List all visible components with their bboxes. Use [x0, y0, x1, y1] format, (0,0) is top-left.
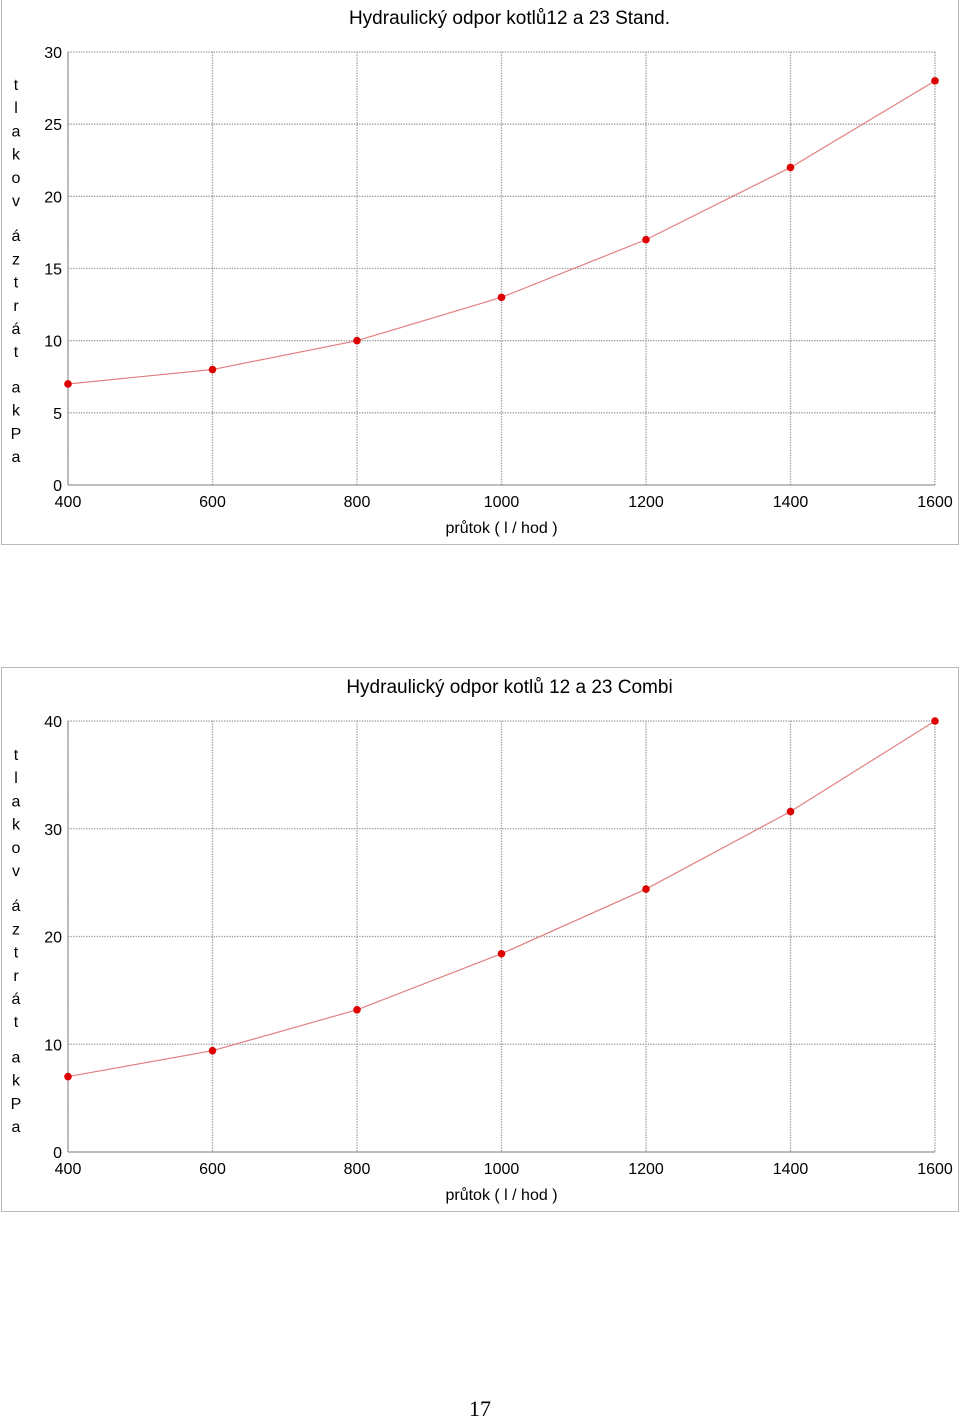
y-axis-label-char: a — [12, 793, 21, 810]
x-tick-label: 1000 — [484, 494, 520, 511]
y-tick-label: 25 — [44, 117, 62, 134]
data-point — [497, 949, 506, 958]
y-axis-label-char: á — [12, 991, 21, 1008]
y-axis-label-char: a — [12, 449, 21, 466]
y-tick-label: 30 — [44, 45, 62, 62]
y-tick-label: 20 — [44, 930, 62, 947]
y-axis-label-char: t — [14, 77, 19, 94]
y-axis-label-char: á — [12, 321, 21, 338]
x-tick-label: 600 — [199, 1161, 226, 1178]
x-axis-label: průtok ( l / hod ) — [445, 519, 557, 537]
data-point — [931, 717, 939, 725]
y-tick-label: 20 — [44, 189, 62, 206]
data-point — [497, 293, 506, 302]
chart-combi-svg: Hydraulický odpor kotlů 12 a 23 Combi400… — [11, 677, 953, 1204]
x-tick-label: 600 — [199, 494, 226, 511]
chart-combi: Hydraulický odpor kotlů 12 a 23 Combi 400… — [1, 667, 959, 1212]
y-axis-label-char: v — [12, 863, 20, 880]
y-axis-label-char: t — [14, 344, 19, 361]
x-tick-label: 400 — [55, 1161, 82, 1178]
y-axis-label-char: z — [12, 921, 20, 938]
x-tick-label: 1600 — [917, 1161, 953, 1178]
y-axis-label-char: a — [12, 1049, 21, 1066]
x-tick-label: 1200 — [628, 494, 664, 511]
data-point — [353, 336, 361, 345]
chart-title: Hydraulický odpor kotlů 12 a 23 Combi — [346, 677, 672, 698]
data-point — [931, 77, 939, 85]
y-axis-label-char: v — [12, 193, 20, 210]
y-axis-label-char: a — [12, 123, 21, 140]
data-point — [642, 235, 650, 244]
x-tick-label: 1600 — [917, 494, 953, 511]
y-tick-label: 30 — [44, 822, 62, 839]
y-axis-label-char: o — [12, 170, 21, 187]
y-tick-label: 10 — [44, 334, 62, 351]
y-axis-label-char: k — [12, 147, 21, 164]
x-tick-label: 1400 — [773, 494, 809, 511]
data-point — [786, 807, 795, 816]
x-axis-label: průtok ( l / hod ) — [445, 1186, 557, 1204]
y-tick-label: 15 — [44, 262, 62, 279]
data-point — [642, 885, 650, 893]
y-axis-label-char: k — [12, 403, 21, 420]
data-point — [208, 365, 217, 374]
y-axis-label-char: l — [14, 770, 18, 787]
data-point — [208, 1046, 217, 1055]
x-tick-label: 400 — [55, 494, 82, 511]
chart-standard: Hydraulický odpor kotlů12 a 23 Stand. 400… — [1, 0, 959, 545]
y-axis-label-char: t — [14, 1014, 19, 1031]
y-axis-label-char: P — [11, 426, 22, 443]
data-point — [353, 1005, 361, 1014]
y-axis-label-char: a — [12, 1119, 21, 1136]
y-axis-label-char: t — [14, 275, 19, 292]
y-axis-label-char: t — [14, 945, 19, 962]
y-tick-label: 0 — [53, 1145, 62, 1162]
y-axis-label-char: a — [12, 379, 21, 396]
y-axis-label-char: k — [12, 1073, 21, 1090]
y-axis-label-char: á — [12, 228, 21, 245]
data-point — [786, 163, 795, 172]
y-axis-label-char: á — [12, 898, 21, 915]
x-tick-label: 800 — [344, 1161, 371, 1178]
y-axis-label-char: k — [12, 817, 21, 834]
y-axis-label-char: t — [14, 747, 19, 764]
y-tick-label: 10 — [44, 1037, 62, 1054]
y-tick-label: 40 — [44, 714, 62, 731]
chart-standard-svg: Hydraulický odpor kotlů12 a 23 Stand. 400… — [11, 8, 953, 537]
y-axis-label-char: r — [13, 298, 19, 315]
y-axis-label-char: r — [13, 968, 19, 985]
y-axis-label-char: l — [14, 100, 18, 117]
y-axis-label-char: o — [12, 840, 21, 857]
y-tick-label: 5 — [53, 406, 62, 423]
x-tick-label: 800 — [344, 494, 371, 511]
data-point — [64, 1072, 72, 1081]
page-number: 17 — [469, 1396, 491, 1421]
y-axis-label-char: z — [12, 251, 20, 268]
x-tick-label: 1000 — [484, 1161, 520, 1178]
y-tick-label: 0 — [53, 478, 62, 495]
x-tick-label: 1400 — [773, 1161, 809, 1178]
x-tick-label: 1200 — [628, 1161, 664, 1178]
data-point — [64, 380, 72, 388]
chart-title: Hydraulický odpor kotlů12 a 23 Stand. — [349, 8, 670, 29]
y-axis-label-char: P — [11, 1096, 22, 1113]
